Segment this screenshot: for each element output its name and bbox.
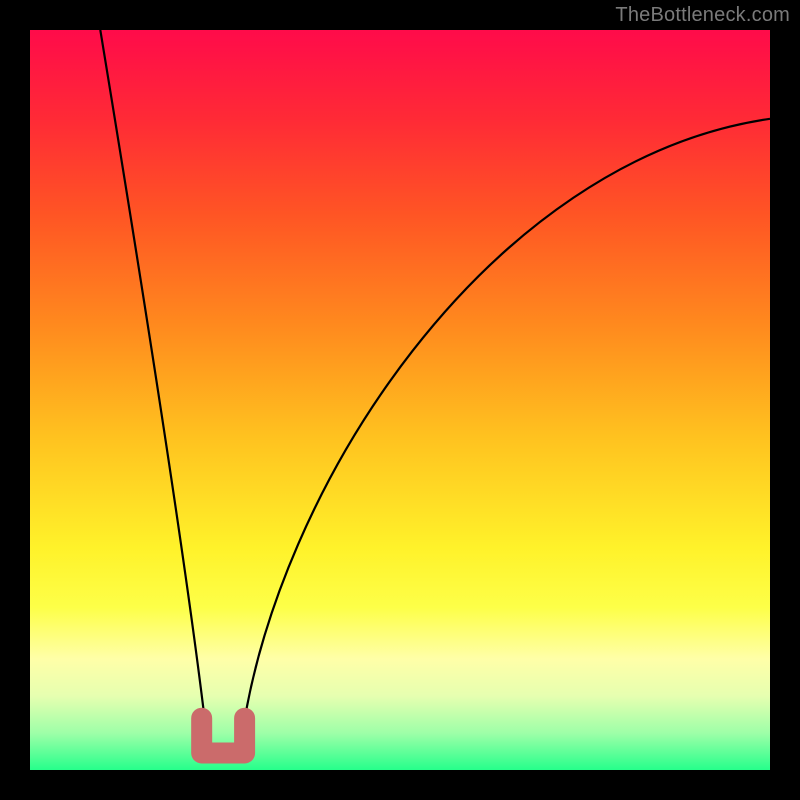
- watermark-text: TheBottleneck.com: [615, 4, 790, 27]
- chart-frame: TheBottleneck.com: [0, 0, 800, 800]
- gradient-background: [30, 30, 770, 770]
- bottleneck-chart: [30, 30, 770, 770]
